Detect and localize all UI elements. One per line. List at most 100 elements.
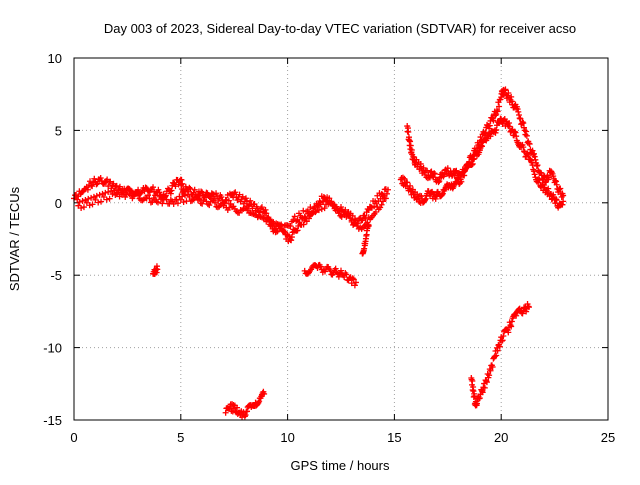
- x-tick-label: 25: [601, 430, 615, 445]
- data-point-marker: [234, 197, 241, 204]
- x-tick-label: 15: [387, 430, 401, 445]
- data-point-marker: [461, 167, 468, 174]
- data-point-marker: [247, 197, 254, 204]
- data-point-marker: [365, 222, 372, 229]
- data-point-marker: [288, 234, 295, 241]
- data-point-marker: [361, 245, 368, 252]
- data-point-marker: [407, 142, 414, 149]
- data-point-marker: [300, 221, 307, 228]
- data-point-marker: [261, 215, 268, 222]
- data-point-marker: [125, 187, 132, 194]
- data-point-marker: [478, 142, 485, 149]
- y-tick-label: 10: [48, 51, 62, 66]
- data-point-marker: [441, 171, 448, 178]
- y-tick-label: 0: [55, 196, 62, 211]
- data-point-marker: [242, 195, 249, 202]
- data-point-marker: [286, 233, 293, 240]
- data-point-marker: [478, 388, 485, 395]
- data-point-marker: [422, 195, 429, 202]
- data-point-marker: [501, 87, 508, 94]
- data-point-marker: [545, 185, 552, 192]
- data-point-marker: [404, 179, 411, 186]
- data-point-marker: [432, 195, 439, 202]
- data-point-marker: [560, 192, 567, 199]
- data-point-marker: [321, 205, 328, 212]
- data-point-marker: [85, 195, 92, 202]
- data-point-marker: [350, 276, 357, 283]
- data-point-marker: [559, 201, 566, 208]
- data-point-marker: [180, 199, 187, 206]
- data-point-marker: [178, 176, 185, 183]
- data-point-marker: [493, 126, 500, 133]
- data-point-marker: [80, 204, 87, 211]
- data-point-marker: [154, 266, 161, 273]
- data-point-marker: [378, 201, 385, 208]
- data-point-marker: [317, 199, 324, 206]
- data-point-marker: [545, 174, 552, 181]
- data-point-marker: [469, 161, 476, 168]
- data-point-marker: [261, 390, 268, 397]
- data-point-marker: [494, 347, 501, 354]
- data-point-marker: [105, 188, 112, 195]
- data-point-marker: [241, 413, 248, 420]
- data-point-marker: [458, 178, 465, 185]
- data-point-marker: [76, 199, 83, 206]
- data-point-marker: [506, 120, 513, 127]
- data-point-marker: [533, 163, 540, 170]
- data-point-marker: [530, 168, 537, 175]
- data-point-marker: [517, 115, 524, 122]
- data-point-marker: [231, 190, 238, 197]
- data-point-marker: [523, 308, 530, 315]
- data-point-marker: [371, 203, 378, 210]
- data-point-marker: [529, 162, 536, 169]
- data-point-marker: [155, 199, 162, 206]
- data-point-marker: [221, 200, 228, 207]
- data-point-marker: [553, 197, 560, 204]
- data-point-marker: [513, 133, 520, 140]
- data-point-marker: [102, 189, 109, 196]
- data-point-marker: [198, 188, 205, 195]
- data-point-marker: [531, 153, 538, 160]
- data-point-marker: [349, 275, 356, 282]
- data-point-marker: [294, 216, 301, 223]
- grid-lines: [74, 58, 608, 420]
- data-point-marker: [168, 187, 175, 194]
- y-tick-label: -15: [43, 413, 62, 428]
- data-point-marker: [382, 195, 389, 202]
- data-point-marker: [536, 177, 543, 184]
- data-point-marker: [222, 409, 229, 416]
- data-point-marker: [294, 227, 301, 234]
- data-point-marker: [116, 193, 123, 200]
- data-point-marker: [270, 219, 277, 226]
- data-point-marker: [113, 182, 120, 189]
- data-point-marker: [301, 213, 308, 220]
- data-point-marker: [186, 184, 193, 191]
- data-point-marker: [436, 178, 443, 185]
- data-point-marker: [361, 212, 368, 219]
- data-point-marker: [232, 189, 239, 196]
- data-point-marker: [553, 181, 560, 188]
- data-point-marker: [483, 377, 490, 384]
- x-tick-label: 10: [280, 430, 294, 445]
- data-point-marker: [249, 205, 256, 212]
- data-point-marker: [520, 144, 527, 151]
- data-point-marker: [492, 112, 499, 119]
- data-point-marker: [486, 125, 493, 132]
- data-point-marker: [105, 183, 112, 190]
- data-point-marker: [244, 408, 251, 415]
- data-point-marker: [332, 265, 339, 272]
- data-point-marker: [444, 165, 451, 172]
- data-point-marker: [407, 182, 414, 189]
- data-point-marker: [384, 186, 391, 193]
- data-point-marker: [84, 186, 91, 193]
- data-point-marker: [507, 322, 514, 329]
- data-point-marker: [515, 108, 522, 115]
- data-point-marker: [482, 129, 489, 136]
- data-point-marker: [553, 178, 560, 185]
- data-point-marker: [523, 128, 530, 135]
- data-point-marker: [334, 206, 341, 213]
- data-point-marker: [79, 188, 86, 195]
- data-point-marker: [196, 195, 203, 202]
- data-point-marker: [133, 189, 140, 196]
- data-point-marker: [98, 198, 105, 205]
